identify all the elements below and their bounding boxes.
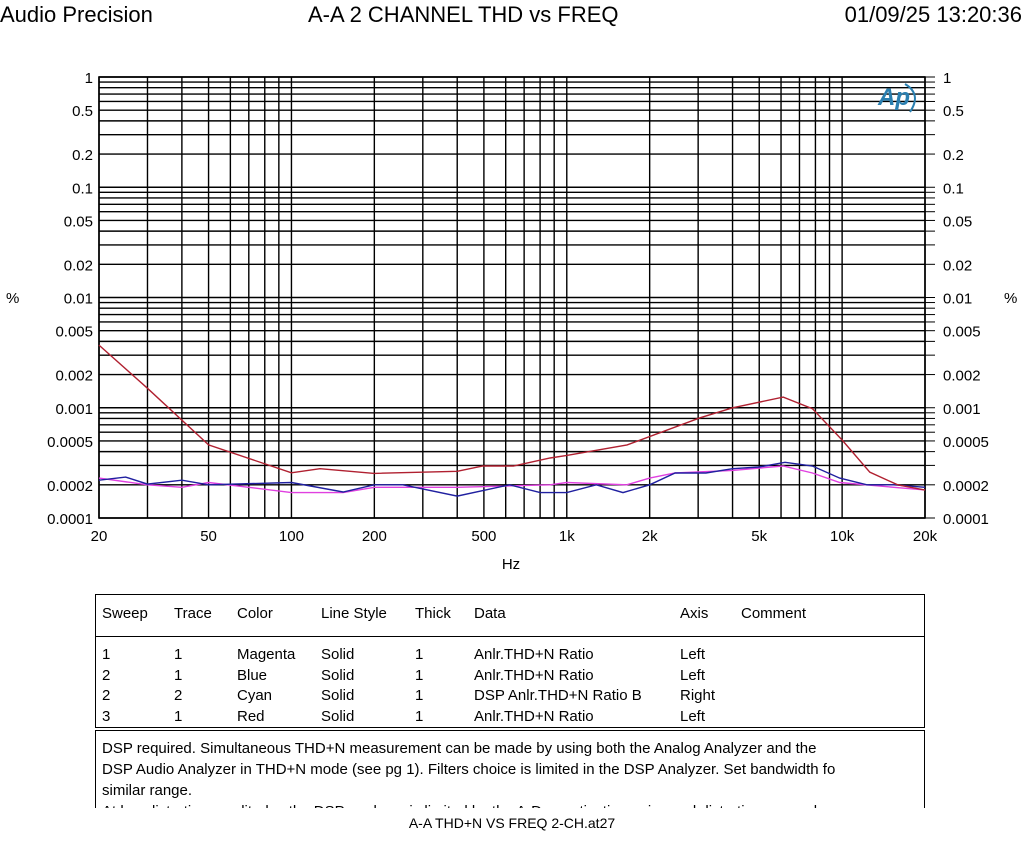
y-tick-label-right: 1: [943, 70, 951, 87]
y-tick-label-left: 0.5: [72, 103, 93, 120]
y-tick-label-left: 0.02: [64, 257, 93, 274]
y-axis-label-left: %: [6, 290, 19, 307]
table-cell: Solid: [321, 666, 355, 684]
table-cell: Right: [680, 687, 716, 704]
y-tick-label-left: 0.1: [72, 180, 93, 197]
plot-frame: [98, 76, 926, 519]
column-header: Sweep: [102, 605, 148, 622]
y-tick-label-left: 0.0001: [47, 511, 93, 528]
trace-line-1: [98, 465, 926, 494]
note-line: At low distortion amplitudes the DSP ana…: [102, 801, 924, 808]
y-tick-label-left: 0.005: [55, 324, 93, 341]
table-cell: DSP Anlr.THD+N Ratio B: [474, 687, 642, 704]
file-name: A-A THD+N VS FREQ 2-CH.at27: [408, 815, 616, 831]
table-cell: Blue: [237, 666, 268, 684]
y-tick-label-left: 0.0002: [47, 478, 93, 495]
notes-box: DSP required. Simultaneous THD+N measure…: [95, 730, 925, 808]
y-tick-label-left: 0.05: [64, 213, 93, 230]
x-tick-label: 20: [91, 528, 108, 545]
table-cell: 1: [174, 666, 183, 684]
column-header: Line Style: [321, 605, 387, 622]
table-cell: 2: [102, 687, 111, 704]
y-tick-label-right: 0.01: [943, 291, 972, 308]
note-line: DSP required. Simultaneous THD+N measure…: [102, 740, 817, 757]
ap-logo-swoosh: [904, 83, 916, 113]
y-tick-label-right: 0.0001: [943, 511, 989, 528]
table-cell: Left: [680, 666, 706, 684]
column-header: Comment: [741, 605, 807, 622]
y-tick-label-right: 0.0005: [943, 434, 989, 451]
y-tick-label-right: 0.5: [943, 103, 964, 120]
ap-logo: Ap: [877, 84, 910, 111]
y-tick-label-right: 0.001: [943, 401, 981, 418]
column-header: Color: [237, 605, 273, 622]
table-cell: 3: [102, 707, 111, 725]
table-cell: 1: [415, 707, 424, 725]
table-cell: 1: [415, 646, 424, 663]
table-cell: Left: [680, 707, 706, 725]
y-tick-label-left: 0.002: [55, 368, 93, 385]
trace-line-2: [98, 461, 926, 497]
y-tick-label-right: 0.0002: [943, 478, 989, 495]
y-tick-label-right: 0.002: [943, 368, 981, 385]
table-cell: Cyan: [237, 687, 273, 704]
table-cell: 1: [415, 687, 424, 704]
x-tick-label: 5k: [751, 528, 767, 545]
y-tick-label-left: 0.001: [55, 401, 93, 418]
brand-label: Audio Precision: [0, 2, 153, 27]
y-tick-label-left: 0.01: [64, 291, 93, 308]
legend-table: Sweep Trace Color Line Style Thick Data Axis Co…: [95, 594, 925, 728]
y-tick-label-right: 0.2: [943, 147, 964, 164]
y-tick-label-right: 0.05: [943, 213, 972, 230]
x-tick-label: 10k: [830, 528, 855, 545]
column-header: Trace: [174, 605, 212, 622]
table-cell: 2: [102, 666, 111, 684]
table-cell: Solid: [321, 687, 355, 704]
x-tick-label: 2k: [642, 528, 658, 545]
chart-title: A-A 2 CHANNEL THD vs FREQ: [308, 2, 619, 27]
table-cell: Solid: [321, 646, 355, 663]
table-cell: Anlr.THD+N Ratio: [474, 666, 594, 684]
table-cell: Red: [237, 707, 265, 725]
table-cell: 1: [174, 707, 183, 725]
table-cell: Anlr.THD+N Ratio: [474, 646, 594, 663]
table-cell: 2: [174, 687, 183, 704]
x-tick-label: 1k: [559, 528, 575, 545]
y-tick-label-left: 0.2: [72, 147, 93, 164]
x-tick-label: 20k: [913, 528, 938, 545]
legend-table-header: Sweep Trace Color Line Style Thick Data Axis Co…: [96, 595, 924, 637]
table-cell: Solid: [321, 707, 355, 725]
x-axis-label: Hz: [502, 556, 520, 573]
table-cell: Anlr.THD+N Ratio: [474, 707, 594, 725]
x-tick-label: 50: [200, 528, 217, 545]
x-tick-label: 100: [279, 528, 304, 545]
table-cell: 1: [174, 646, 183, 663]
x-tick-label: 200: [362, 528, 387, 545]
x-tick-label: 500: [471, 528, 496, 545]
y-tick-label-left: 1: [85, 70, 93, 87]
column-header: Data: [474, 605, 506, 622]
table-cell: 1: [102, 646, 111, 663]
column-header: Axis: [680, 605, 709, 622]
table-cell: Magenta: [237, 646, 296, 663]
note-line: DSP Audio Analyzer in THD+N mode (see pg…: [102, 761, 836, 778]
table-cell: Left: [680, 646, 706, 663]
column-header: Thick: [415, 605, 451, 622]
thd-chart: 1 1 0.5 0.5 0.2 0.2 0.1 0.1 0.05 0.05 0.02 0.02 0.01…: [6, 70, 1017, 573]
datetime-label: 01/09/25 13:20:36: [844, 2, 1022, 27]
note-line: similar range.: [102, 782, 193, 799]
y-axis-label-right: %: [1004, 290, 1017, 307]
trace-line-3: [98, 344, 926, 491]
table-cell: 1: [415, 666, 424, 684]
y-tick-label-right: 0.02: [943, 257, 972, 274]
y-tick-label-left: 0.0005: [47, 434, 93, 451]
y-tick-label-right: 0.005: [943, 324, 981, 341]
y-tick-label-right: 0.1: [943, 180, 964, 197]
